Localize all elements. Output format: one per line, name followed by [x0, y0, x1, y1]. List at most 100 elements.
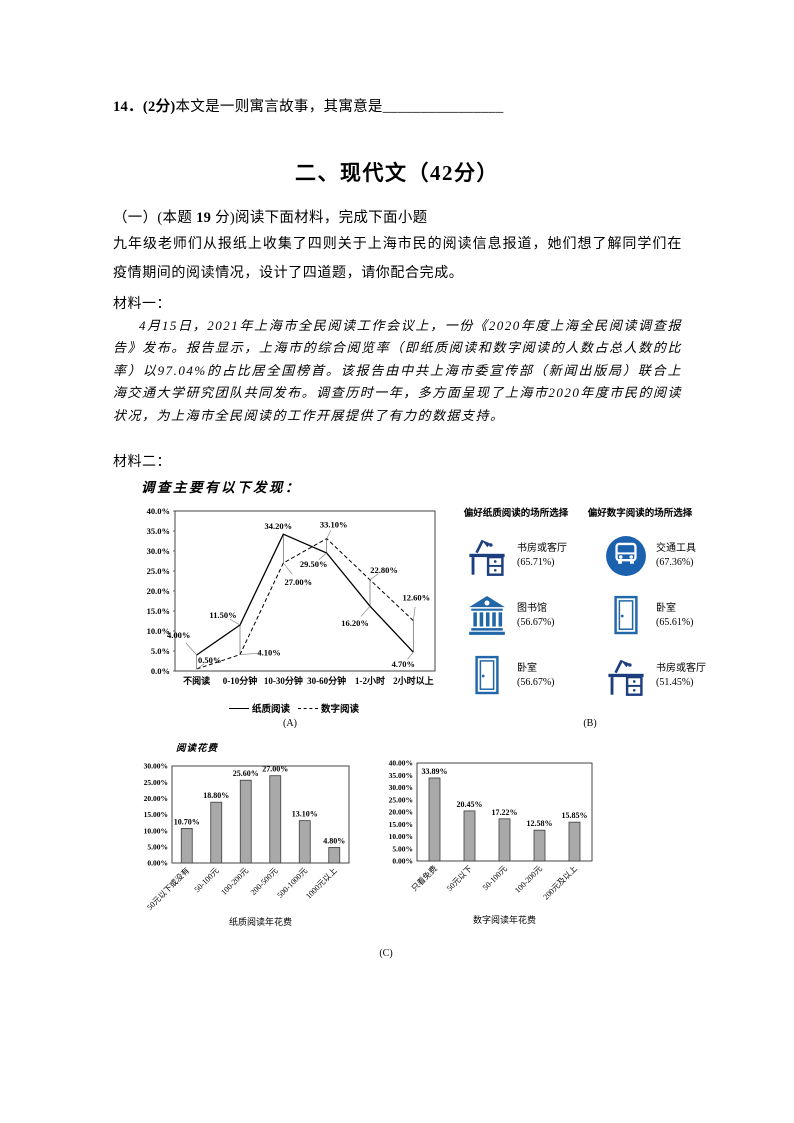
- y-tick-label: 0.0%: [151, 666, 170, 676]
- bar-value-label: 15.85%: [562, 811, 588, 820]
- data-label: 33.10%: [320, 520, 348, 530]
- digital-places-header: 偏好数字阅读的场所选择: [587, 509, 693, 519]
- label-leader-line: [196, 663, 205, 670]
- place-percent: (65.71%): [517, 557, 555, 568]
- list-item: 书房或客厅 (65.71%): [455, 533, 577, 579]
- y-tick-label: 40.0%: [147, 506, 170, 516]
- y-tick-label: 10.0%: [147, 626, 170, 636]
- legend-digital-label: 数字阅读: [321, 705, 360, 715]
- bar-value-label: 17.22%: [492, 808, 518, 817]
- x-category-label: 100-200元: [219, 866, 250, 897]
- legend-paper-label: 纸质阅读: [251, 705, 290, 715]
- x-category-label: 50元以下: [445, 864, 474, 893]
- x-category-label: 50-100元: [481, 864, 509, 892]
- label-leader-line: [318, 552, 327, 560]
- paper-places-header: 偏好纸质阅读的场所选择: [463, 509, 569, 519]
- data-label: 11.50%: [209, 610, 236, 620]
- place-name: 书房或客厅: [517, 543, 567, 554]
- label-leader-line: [239, 653, 258, 655]
- desk-icon: [605, 653, 647, 699]
- bar-value-label: 4.80%: [323, 836, 345, 845]
- label-leader-line: [283, 562, 293, 575]
- label-leader-line: [413, 606, 416, 621]
- question-number: 14．(2分): [113, 99, 176, 115]
- bar-value-label: 10.70%: [174, 817, 200, 826]
- data-label: 4.70%: [392, 659, 415, 669]
- x-category-label: 2小时以上: [393, 675, 434, 686]
- bar: [328, 847, 341, 864]
- intro-paragraph: 九年级老师们从报纸上收集了四则关于上海市民的阅读信息报道，她们想了解同学们在疫情…: [113, 237, 682, 281]
- cost-chart-title: 阅读花费: [176, 744, 219, 754]
- data-label: 34.20%: [265, 521, 293, 531]
- plot-frame: [171, 765, 350, 864]
- data-label: 29.50%: [300, 559, 328, 569]
- place-percent: (51.45%): [656, 677, 694, 688]
- figure-label-c: (C): [379, 948, 393, 959]
- x-axis-title: 数字阅读年花费: [473, 914, 536, 925]
- bar: [428, 777, 441, 862]
- y-tick-label: 30.0%: [147, 546, 170, 556]
- y-tick-label: 25.00%: [389, 795, 413, 804]
- x-category-label: 100-200元: [513, 864, 544, 895]
- y-tick-label: 20.00%: [144, 794, 168, 803]
- x-category-label: 只看免费: [409, 863, 439, 893]
- paper-reading-line: [196, 533, 414, 656]
- y-tick-label: 15.00%: [389, 820, 413, 829]
- list-item: 交通工具 (67.36%): [577, 533, 703, 579]
- y-tick-label: 30.00%: [144, 762, 168, 771]
- place-percent: (56.67%): [517, 617, 555, 628]
- part-heading-score: 19: [196, 210, 212, 226]
- x-category-label: 10-30分钟: [264, 675, 303, 686]
- x-category-label: 200元及以上: [541, 864, 578, 901]
- place-name: 交通工具: [656, 543, 696, 554]
- material1-label: 材料一：: [113, 297, 171, 312]
- label-leader-line: [369, 573, 379, 581]
- y-tick-label: 20.0%: [147, 586, 170, 596]
- y-tick-label: 30.00%: [389, 783, 413, 792]
- paper-cost-bar-chart: 0.00% 5.00% 10.00% 15.00% 20.00% 25.00% 30.00%…: [144, 762, 350, 927]
- bar-value-label: 33.89%: [422, 767, 448, 776]
- bar: [463, 810, 476, 862]
- paper-places-column: 偏好纸质阅读的场所选择 书房或客厅 (65.71%): [455, 505, 577, 713]
- x-category-label: 0-10分钟: [223, 675, 258, 686]
- question-14: 14．(2分)本文是一则寓言故事，其寓意是________________: [113, 95, 504, 116]
- data-label: 4.10%: [257, 648, 280, 658]
- y-tick-label: 5.00%: [392, 844, 413, 853]
- x-category-label: 200-500元: [249, 866, 280, 897]
- data-label: 16.20%: [341, 618, 369, 628]
- digital-cost-bar-chart: 0.00% 5.00% 10.00% 15.00% 20.00% 25.00% 30.00%…: [389, 759, 593, 925]
- y-tick-label: 0.00%: [392, 857, 413, 866]
- y-tick-label: 25.00%: [144, 778, 168, 787]
- data-label: 4.00%: [167, 630, 190, 640]
- bar-value-label: 25.60%: [233, 769, 259, 778]
- bar-value-label: 20.45%: [457, 800, 483, 809]
- x-axis-title: 纸质阅读年花费: [229, 916, 292, 927]
- y-tick-label: 15.00%: [144, 810, 168, 819]
- y-tick-label: 20.00%: [389, 808, 413, 817]
- place-name: 图书馆: [517, 603, 547, 614]
- reading-time-line-chart: 0.0% 5.0% 10.0% 15.0% 20.0% 25.0% 30.0% 35.0% 40…: [147, 506, 436, 686]
- material2-label: 材料二：: [113, 455, 171, 470]
- part-one-heading: （一）(本题 19 分)阅读下面材料，完成下面小题: [113, 206, 427, 227]
- bar: [298, 820, 311, 864]
- list-item: 书房或客厅 (51.45%): [577, 653, 706, 699]
- x-category-label: 1000元以上: [304, 866, 339, 901]
- desk-icon: [466, 533, 508, 579]
- place-percent: (67.36%): [656, 557, 694, 568]
- section-title: 二、现代文（42分）: [295, 161, 499, 185]
- bar: [239, 779, 252, 864]
- bar-value-label: 13.10%: [292, 810, 318, 819]
- label-leader-line: [185, 642, 197, 656]
- findings-intro: 调查主要有以下发现：: [141, 480, 301, 495]
- y-tick-label: 5.00%: [147, 842, 168, 851]
- y-tick-label: 15.0%: [147, 606, 170, 616]
- place-name: 书房或客厅: [656, 663, 706, 674]
- bar: [269, 775, 282, 864]
- figure-label-a: (A): [283, 718, 297, 729]
- data-label: 0.50%: [198, 655, 221, 665]
- digital-places-column: 偏好数字阅读的场所选择 交通工具 (67.36%) 卧室 (65.61%): [577, 505, 706, 713]
- material1-text: 4月15日，2021年上海市全民阅读工作会议上，一份《2020年度上海全民阅读调…: [113, 318, 682, 423]
- y-tick-label: 35.00%: [389, 771, 413, 780]
- place-name: 卧室: [517, 663, 537, 674]
